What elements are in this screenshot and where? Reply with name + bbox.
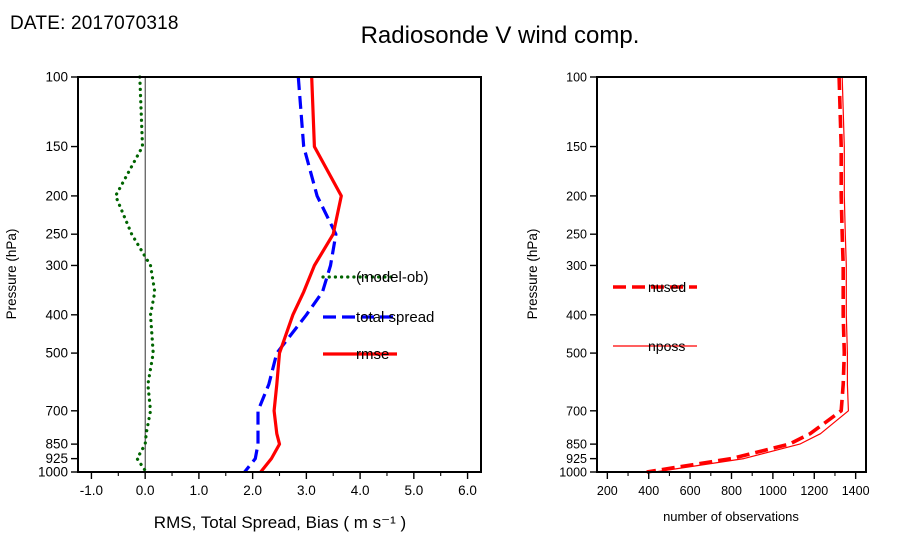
legend-label: (model-ob) (356, 269, 429, 286)
series-rmse (259, 76, 343, 473)
x-tick-label: 600 (680, 484, 701, 498)
series-nused (646, 76, 847, 474)
y-tick-label: 100 (566, 71, 587, 85)
x-axis-label: number of observations (663, 509, 799, 524)
y-tick-label: 500 (45, 346, 68, 361)
x-tick-label: 6.0 (458, 483, 477, 498)
y-tick-label: 925 (45, 451, 68, 466)
x-tick-label: 1.0 (190, 483, 209, 498)
legend-label: nposs (648, 338, 685, 354)
y-tick-label: 150 (45, 139, 68, 154)
y-tick-label: 400 (566, 308, 587, 322)
y-tick-label: 850 (566, 438, 587, 452)
date-label: DATE: 2017070318 (10, 13, 179, 34)
x-tick-label: 1400 (842, 484, 870, 498)
y-tick-label: 250 (566, 228, 587, 242)
y-tick-label: 100 (45, 70, 68, 85)
y-axis-label: Pressure (hPa) (4, 229, 19, 320)
x-tick-label: 0.0 (136, 483, 155, 498)
y-tick-label: 925 (566, 452, 587, 466)
series-total-spread (243, 76, 338, 473)
x-axis: -1.0 0.0 1.0 2.0 3.0 4.0 5.0 6.0 (80, 472, 477, 498)
y-tick-label: 200 (566, 189, 587, 203)
y-axis-label: Pressure (hPa) (525, 229, 540, 320)
x-tick-label: 5.0 (404, 483, 423, 498)
y-tick-label: 700 (45, 403, 68, 418)
panel-left: -1.0 0.0 1.0 2.0 3.0 4.0 5.0 6.0 100 150 200 250 300… (4, 70, 482, 532)
x-tick-label: -1.0 (80, 483, 103, 498)
y-tick-label: 300 (566, 259, 587, 273)
legend-label: total spread (356, 309, 434, 326)
series--model-ob- (113, 75, 157, 474)
y-tick-label: 1000 (38, 465, 68, 480)
y-tick-label: 250 (45, 227, 68, 242)
x-tick-label: 200 (597, 484, 618, 498)
x-tick-label: 400 (638, 484, 659, 498)
legend-label: nused (648, 279, 686, 295)
x-tick-label: 1000 (759, 484, 787, 498)
legend: nused nposs (613, 279, 697, 354)
x-axis: 200 400 600 800 1000 1200 1400 (597, 472, 870, 498)
chart-title: Radiosonde V wind comp. (360, 22, 640, 49)
y-tick-label: 300 (45, 258, 68, 273)
x-tick-label: 800 (721, 484, 742, 498)
y-tick-label: 150 (566, 140, 587, 154)
y-tick-label: 400 (45, 307, 68, 322)
y-tick-label: 1000 (559, 466, 587, 480)
x-axis-label: RMS, Total Spread, Bias ( m s⁻¹ ) (154, 513, 406, 532)
legend-label: rmse (356, 346, 389, 363)
y-tick-label: 500 (566, 347, 587, 361)
y-tick-label: 700 (566, 404, 587, 418)
x-tick-label: 3.0 (297, 483, 316, 498)
panel-right: 200 400 600 800 1000 1200 1400 100 150 200 250 300 4… (525, 71, 870, 525)
y-tick-label: 850 (45, 437, 68, 452)
x-tick-label: 4.0 (351, 483, 370, 498)
y-tick-label: 200 (45, 188, 68, 203)
series-nposs (654, 76, 850, 473)
legend: (model-ob) total spread rmse (321, 269, 434, 363)
x-tick-label: 1200 (800, 484, 828, 498)
x-tick-label: 2.0 (243, 483, 262, 498)
plot-frame (596, 76, 867, 473)
